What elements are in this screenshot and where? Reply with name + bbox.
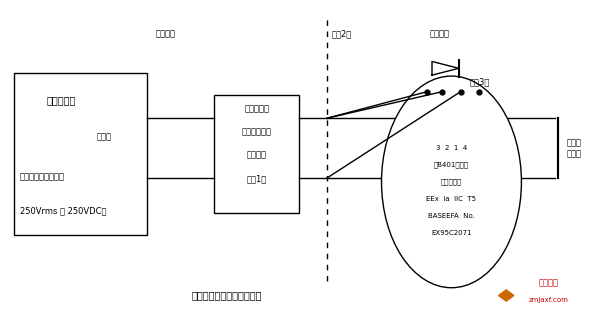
Text: 250Vrms 或 250VDC）: 250Vrms 或 250VDC） [20, 207, 106, 216]
Text: 防爆探测器: 防爆探测器 [441, 179, 462, 185]
Text: 求限制电势对地超过: 求限制电势对地超过 [20, 173, 65, 181]
Text: 兼容控制器: 兼容控制器 [47, 95, 76, 105]
Text: 安全场合: 安全场合 [156, 30, 175, 39]
Text: BASEEFA  No.: BASEEFA No. [428, 213, 475, 219]
Text: （注3）: （注3） [470, 78, 490, 87]
Text: 3  2  1  4: 3 2 1 4 [436, 144, 467, 150]
Text: （注2）: （注2） [332, 30, 352, 39]
Text: 智森消防: 智森消防 [539, 279, 559, 288]
Text: 防爆探测器系统配置示意图: 防爆探测器系统配置示意图 [191, 290, 262, 300]
FancyBboxPatch shape [13, 73, 147, 235]
Ellipse shape [381, 76, 521, 288]
Text: zmjaxf.com: zmjaxf.com [529, 297, 569, 303]
Text: 二极管安全栅: 二极管安全栅 [242, 127, 272, 137]
Text: （B401底座）: （B401底座） [434, 162, 469, 168]
Text: 或隔离栅: 或隔离栅 [247, 151, 267, 160]
Polygon shape [499, 290, 514, 301]
Text: 至下一
探测器: 至下一 探测器 [567, 138, 582, 158]
FancyBboxPatch shape [214, 95, 299, 213]
Text: （注1）: （注1） [247, 174, 267, 183]
Text: 危险场合: 危险场合 [430, 30, 449, 39]
Text: 则不要: 则不要 [97, 132, 112, 141]
Text: 肖特基齐纳: 肖特基齐纳 [244, 104, 269, 113]
Text: EEx  ia  IIC  T5: EEx ia IIC T5 [426, 196, 477, 202]
Text: EX95C2071: EX95C2071 [431, 230, 472, 236]
